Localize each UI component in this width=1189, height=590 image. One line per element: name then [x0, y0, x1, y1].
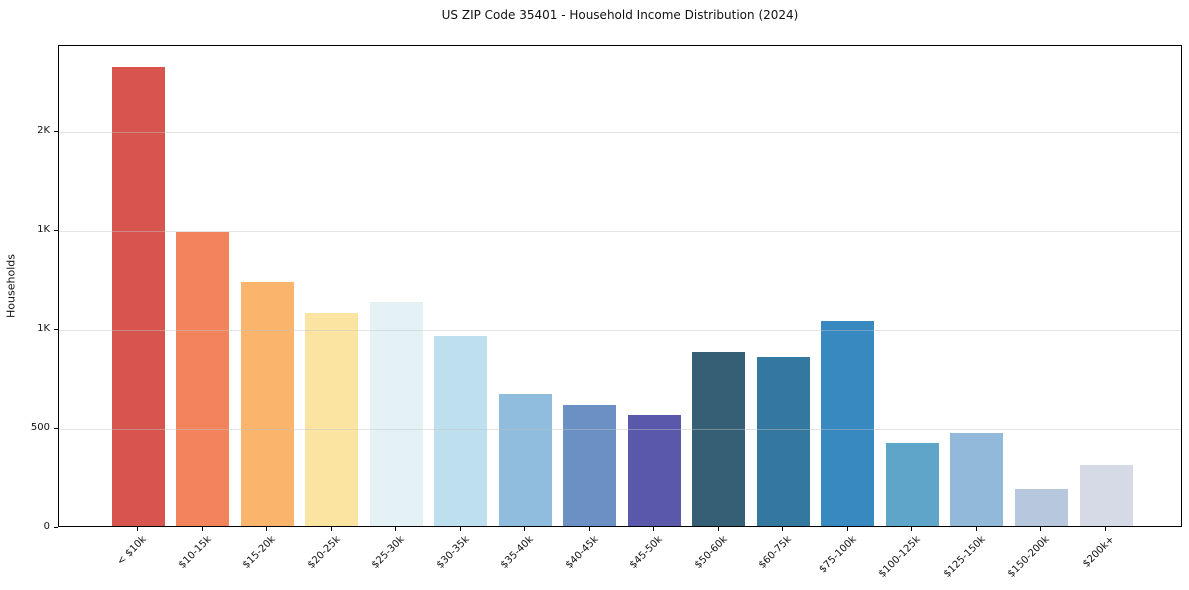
- bar-10-15k: [176, 231, 229, 526]
- y-axis-label: Households: [4, 254, 18, 318]
- x-tick: [1105, 527, 1106, 531]
- plot-area: [58, 45, 1182, 527]
- x-tick-label: $100-125k: [877, 534, 924, 580]
- y-tick: [54, 329, 58, 330]
- bar-10k: [111, 67, 165, 526]
- bar-200k: [1079, 465, 1133, 526]
- x-tick: [846, 527, 848, 531]
- y-tick: [54, 230, 58, 231]
- x-tick-label: $150-200k: [1006, 534, 1053, 580]
- x-tick: [459, 527, 461, 531]
- bar-25-30k: [369, 302, 423, 526]
- x-tick: [201, 527, 203, 531]
- bar-60-75k: [756, 357, 810, 526]
- x-tick: [330, 527, 332, 531]
- y-gridline: [59, 231, 1181, 232]
- x-tick-label: $20-25k: [305, 534, 343, 571]
- bar-150-200k: [1014, 489, 1068, 526]
- x-tick-label: $40-45k: [563, 534, 601, 571]
- chart-title: US ZIP Code 35401 - Household Income Dis…: [441, 8, 799, 22]
- y-gridline: [59, 429, 1181, 430]
- y-tick: [54, 527, 58, 528]
- x-tick-label: $200k+: [1080, 534, 1117, 570]
- x-tick: [911, 527, 913, 531]
- x-tick: [975, 527, 977, 531]
- x-tick-label: $60-75k: [757, 534, 795, 571]
- y-tick-label: 2K: [37, 124, 50, 136]
- x-tick: [524, 527, 526, 531]
- x-tick: [653, 527, 655, 531]
- x-tick-label: $10-15k: [176, 534, 214, 571]
- x-tick: [395, 527, 397, 531]
- x-tick-label: $125-150k: [941, 534, 988, 580]
- x-tick-label: < $10k: [115, 534, 149, 568]
- x-tick-label: $25-30k: [369, 534, 407, 571]
- y-gridline: [59, 131, 1181, 133]
- y-tick-label: 0: [43, 521, 50, 532]
- bar-15-20k: [240, 282, 294, 526]
- y-tick: [54, 130, 58, 132]
- bar-30-35k: [434, 335, 488, 526]
- x-tick: [782, 527, 784, 531]
- bar-125-150k: [950, 432, 1004, 526]
- y-gridline: [59, 330, 1181, 331]
- y-tick-label: 500: [30, 422, 50, 433]
- x-tick: [588, 527, 590, 531]
- bar-50-60k: [692, 351, 746, 526]
- bar-40-45k: [563, 405, 617, 526]
- bar-100-125k: [885, 443, 939, 526]
- x-tick-label: $35-40k: [499, 534, 536, 571]
- x-tick-label: $15-20k: [240, 534, 278, 571]
- x-tick: [137, 527, 138, 531]
- x-tick: [717, 527, 719, 531]
- x-tick: [1040, 527, 1042, 531]
- x-tick: [266, 527, 268, 531]
- y-tick: [54, 428, 58, 429]
- bar-35-40k: [498, 393, 552, 526]
- bar-75-100k: [821, 321, 875, 526]
- x-tick-label: $75-100k: [817, 534, 859, 576]
- y-tick-label: 1K: [37, 323, 50, 334]
- bar-45-50k: [627, 414, 681, 526]
- x-tick-label: $50-60k: [692, 534, 730, 571]
- bar-20-25k: [305, 312, 359, 526]
- x-tick-label: $30-35k: [434, 534, 472, 571]
- x-tick-label: $45-50k: [628, 534, 665, 571]
- y-tick-label: 1K: [37, 224, 50, 235]
